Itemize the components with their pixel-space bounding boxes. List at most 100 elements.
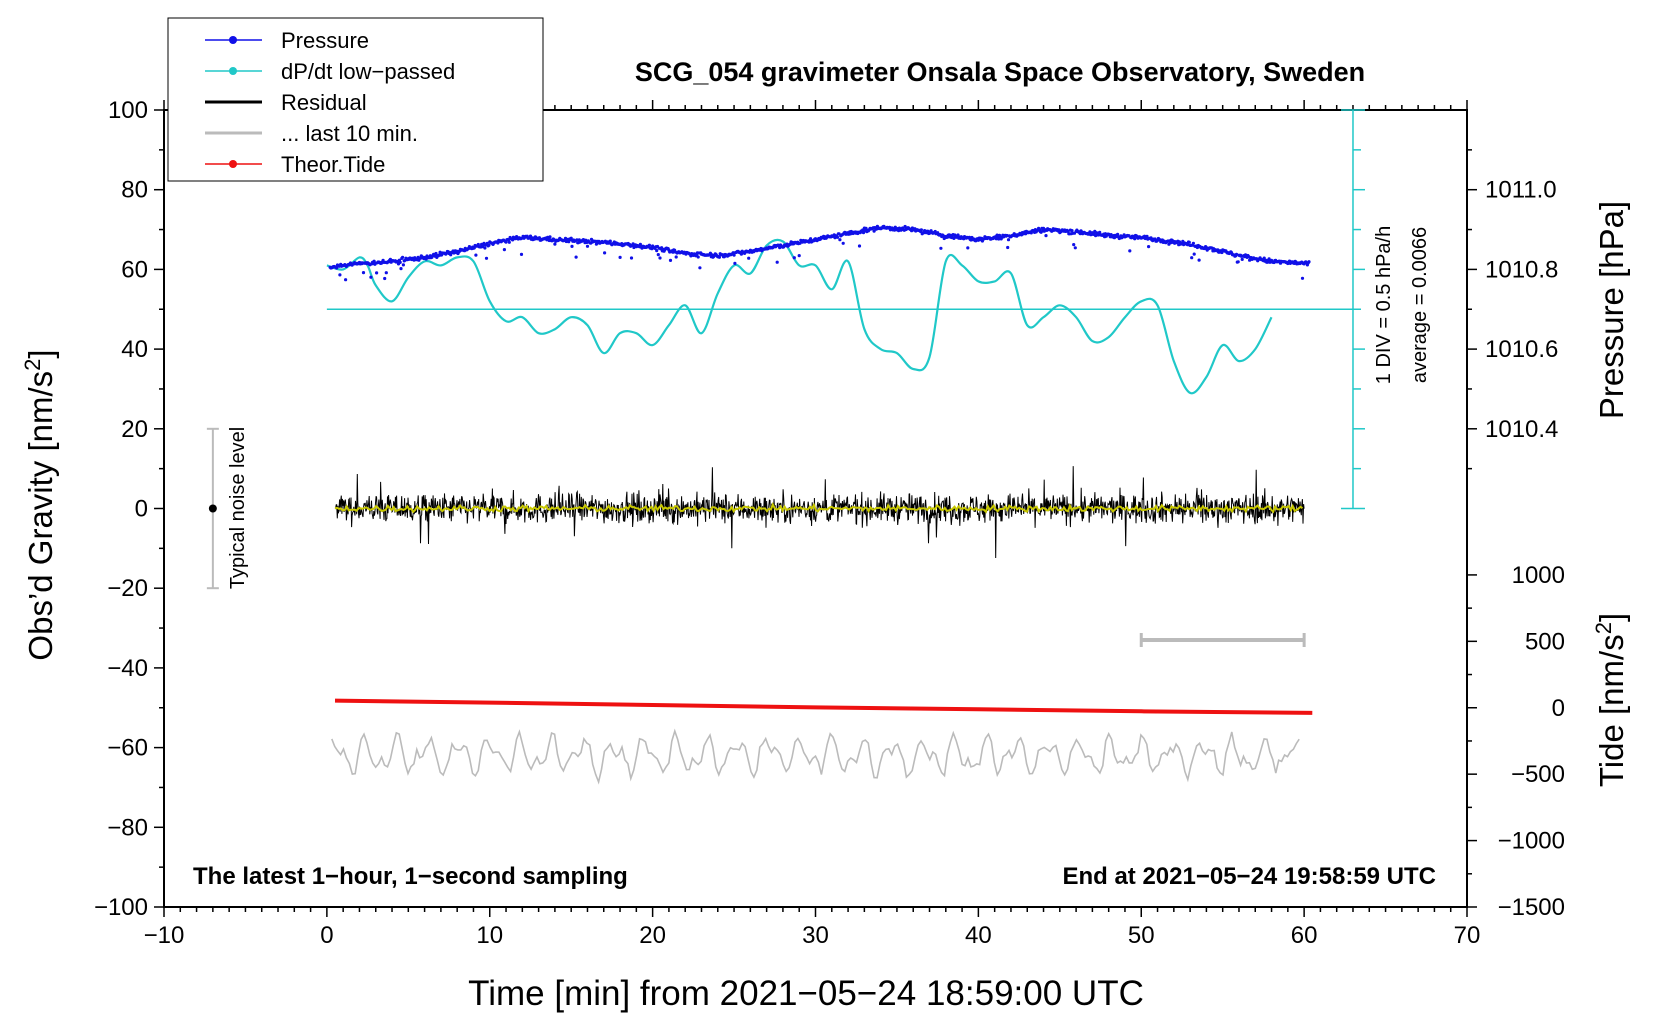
last-10-min-line bbox=[331, 728, 1300, 785]
chart-title: SCG_054 gravimeter Onsala Space Observat… bbox=[635, 57, 1365, 87]
pressure-point bbox=[1098, 230, 1102, 234]
pressure-point bbox=[629, 256, 634, 260]
pressure-point bbox=[507, 240, 511, 244]
tide-tick-label: 500 bbox=[1525, 628, 1565, 655]
pressure-point bbox=[1044, 234, 1048, 238]
pressure-point bbox=[1128, 249, 1132, 253]
pressure-point bbox=[1307, 260, 1311, 264]
pressure-point bbox=[792, 256, 796, 260]
pressure-point bbox=[797, 254, 801, 258]
pressure-tick-label: 1010.8 bbox=[1485, 256, 1558, 283]
legend-label: ... last 10 min. bbox=[281, 121, 418, 146]
legend-box bbox=[167, 17, 544, 182]
pressure-point bbox=[569, 236, 573, 240]
y-tick-label: −100 bbox=[94, 894, 148, 921]
pressure-point bbox=[995, 233, 999, 237]
pressure-point bbox=[809, 237, 813, 241]
pressure-point bbox=[1147, 245, 1151, 249]
pressure-point bbox=[344, 278, 348, 282]
pressure-point bbox=[553, 242, 557, 246]
pressure-point bbox=[1070, 229, 1074, 233]
x-tick-label: 40 bbox=[965, 922, 992, 949]
residual-line bbox=[334, 466, 1305, 559]
pressure-point bbox=[502, 248, 506, 252]
pressure-point bbox=[1073, 246, 1077, 250]
pressure-point bbox=[656, 253, 660, 257]
tide-tick-label: −1000 bbox=[1498, 828, 1565, 855]
pressure-point bbox=[638, 242, 643, 246]
pressure-point bbox=[674, 255, 678, 259]
x-tick-label: −10 bbox=[144, 922, 185, 949]
y-tick-label: −60 bbox=[107, 735, 148, 762]
pressure-point bbox=[903, 224, 907, 229]
pressure-point bbox=[1116, 232, 1120, 236]
x-tick-label: 70 bbox=[1454, 922, 1481, 949]
legend-label: Pressure bbox=[281, 28, 369, 53]
pressure-point bbox=[658, 256, 662, 260]
pressure-point bbox=[603, 251, 607, 255]
pressure-point bbox=[1186, 243, 1190, 247]
pressure-point bbox=[1240, 257, 1244, 261]
pressure-point bbox=[1169, 241, 1173, 245]
pressure-point bbox=[383, 276, 387, 281]
pressure-point bbox=[484, 256, 489, 260]
pressure-point bbox=[1066, 229, 1070, 233]
x-tick-label: 60 bbox=[1291, 922, 1318, 949]
pressure-point bbox=[474, 253, 478, 257]
pressure-tick-label: 1011.0 bbox=[1485, 177, 1557, 204]
pressure-point bbox=[519, 252, 524, 256]
pressure-point bbox=[668, 258, 673, 262]
pressure-point bbox=[775, 260, 779, 264]
pressure-point bbox=[449, 253, 453, 257]
legend-label: Theor.Tide bbox=[281, 152, 385, 177]
pressure-point bbox=[966, 246, 970, 250]
pressure-tick-label: 1010.6 bbox=[1485, 336, 1558, 363]
x-tick-label: 30 bbox=[802, 922, 829, 949]
pressure-point bbox=[1006, 245, 1010, 250]
y-tick-label: −40 bbox=[107, 655, 148, 682]
pressure-point bbox=[1197, 258, 1201, 262]
pressure-point bbox=[1187, 240, 1191, 244]
pressure-point bbox=[1191, 241, 1195, 245]
pressure-point bbox=[733, 261, 737, 265]
pressure-point bbox=[401, 263, 405, 267]
x-tick-label: 20 bbox=[639, 922, 666, 949]
pressure-point bbox=[575, 238, 579, 242]
pressure-point bbox=[375, 271, 379, 275]
pressure-point bbox=[1005, 233, 1009, 238]
pressure-point bbox=[919, 228, 924, 232]
pressure-point bbox=[732, 253, 736, 257]
legend-label: dP/dt low−passed bbox=[281, 59, 455, 84]
pressure-point bbox=[1072, 243, 1076, 247]
pressure-point bbox=[338, 273, 342, 277]
pressure-point bbox=[1006, 238, 1011, 242]
pressure-point bbox=[618, 255, 622, 259]
x-axis-label: Time [min] from 2021−05−24 18:59:00 UTC bbox=[468, 974, 1144, 1013]
pressure-point bbox=[1192, 252, 1196, 256]
pressure-point bbox=[1133, 237, 1137, 241]
y-tick-label: 60 bbox=[121, 256, 148, 283]
pressure-point bbox=[1088, 230, 1092, 234]
y-axis-label-left: Obs’d Gravity [nm/s2] bbox=[20, 349, 59, 660]
pressure-point bbox=[893, 225, 897, 229]
y-tick-label: −20 bbox=[107, 575, 148, 602]
pressure-point bbox=[537, 236, 542, 240]
dpdt-line bbox=[326, 238, 1273, 395]
legend-marker bbox=[229, 160, 237, 168]
y-tick-label: 20 bbox=[121, 416, 148, 443]
pressure-point bbox=[731, 251, 735, 255]
tide-line bbox=[334, 698, 1313, 715]
pressure-point bbox=[1190, 256, 1194, 260]
tide-tick-label: −500 bbox=[1511, 761, 1565, 788]
pressure-point bbox=[548, 235, 552, 239]
pressure-tick-label: 1010.4 bbox=[1485, 416, 1558, 443]
legend: Pressure dP/dt low−passed Residual ... last… bbox=[167, 17, 544, 182]
x-tick-label: 10 bbox=[476, 922, 503, 949]
noise-bar-center bbox=[208, 504, 217, 513]
y-tick-label: 80 bbox=[121, 177, 148, 204]
pressure-point bbox=[398, 260, 402, 264]
noise-level-label: Typical noise level bbox=[227, 427, 249, 589]
pressure-point bbox=[717, 255, 722, 259]
x-tick-label: 0 bbox=[320, 922, 333, 949]
